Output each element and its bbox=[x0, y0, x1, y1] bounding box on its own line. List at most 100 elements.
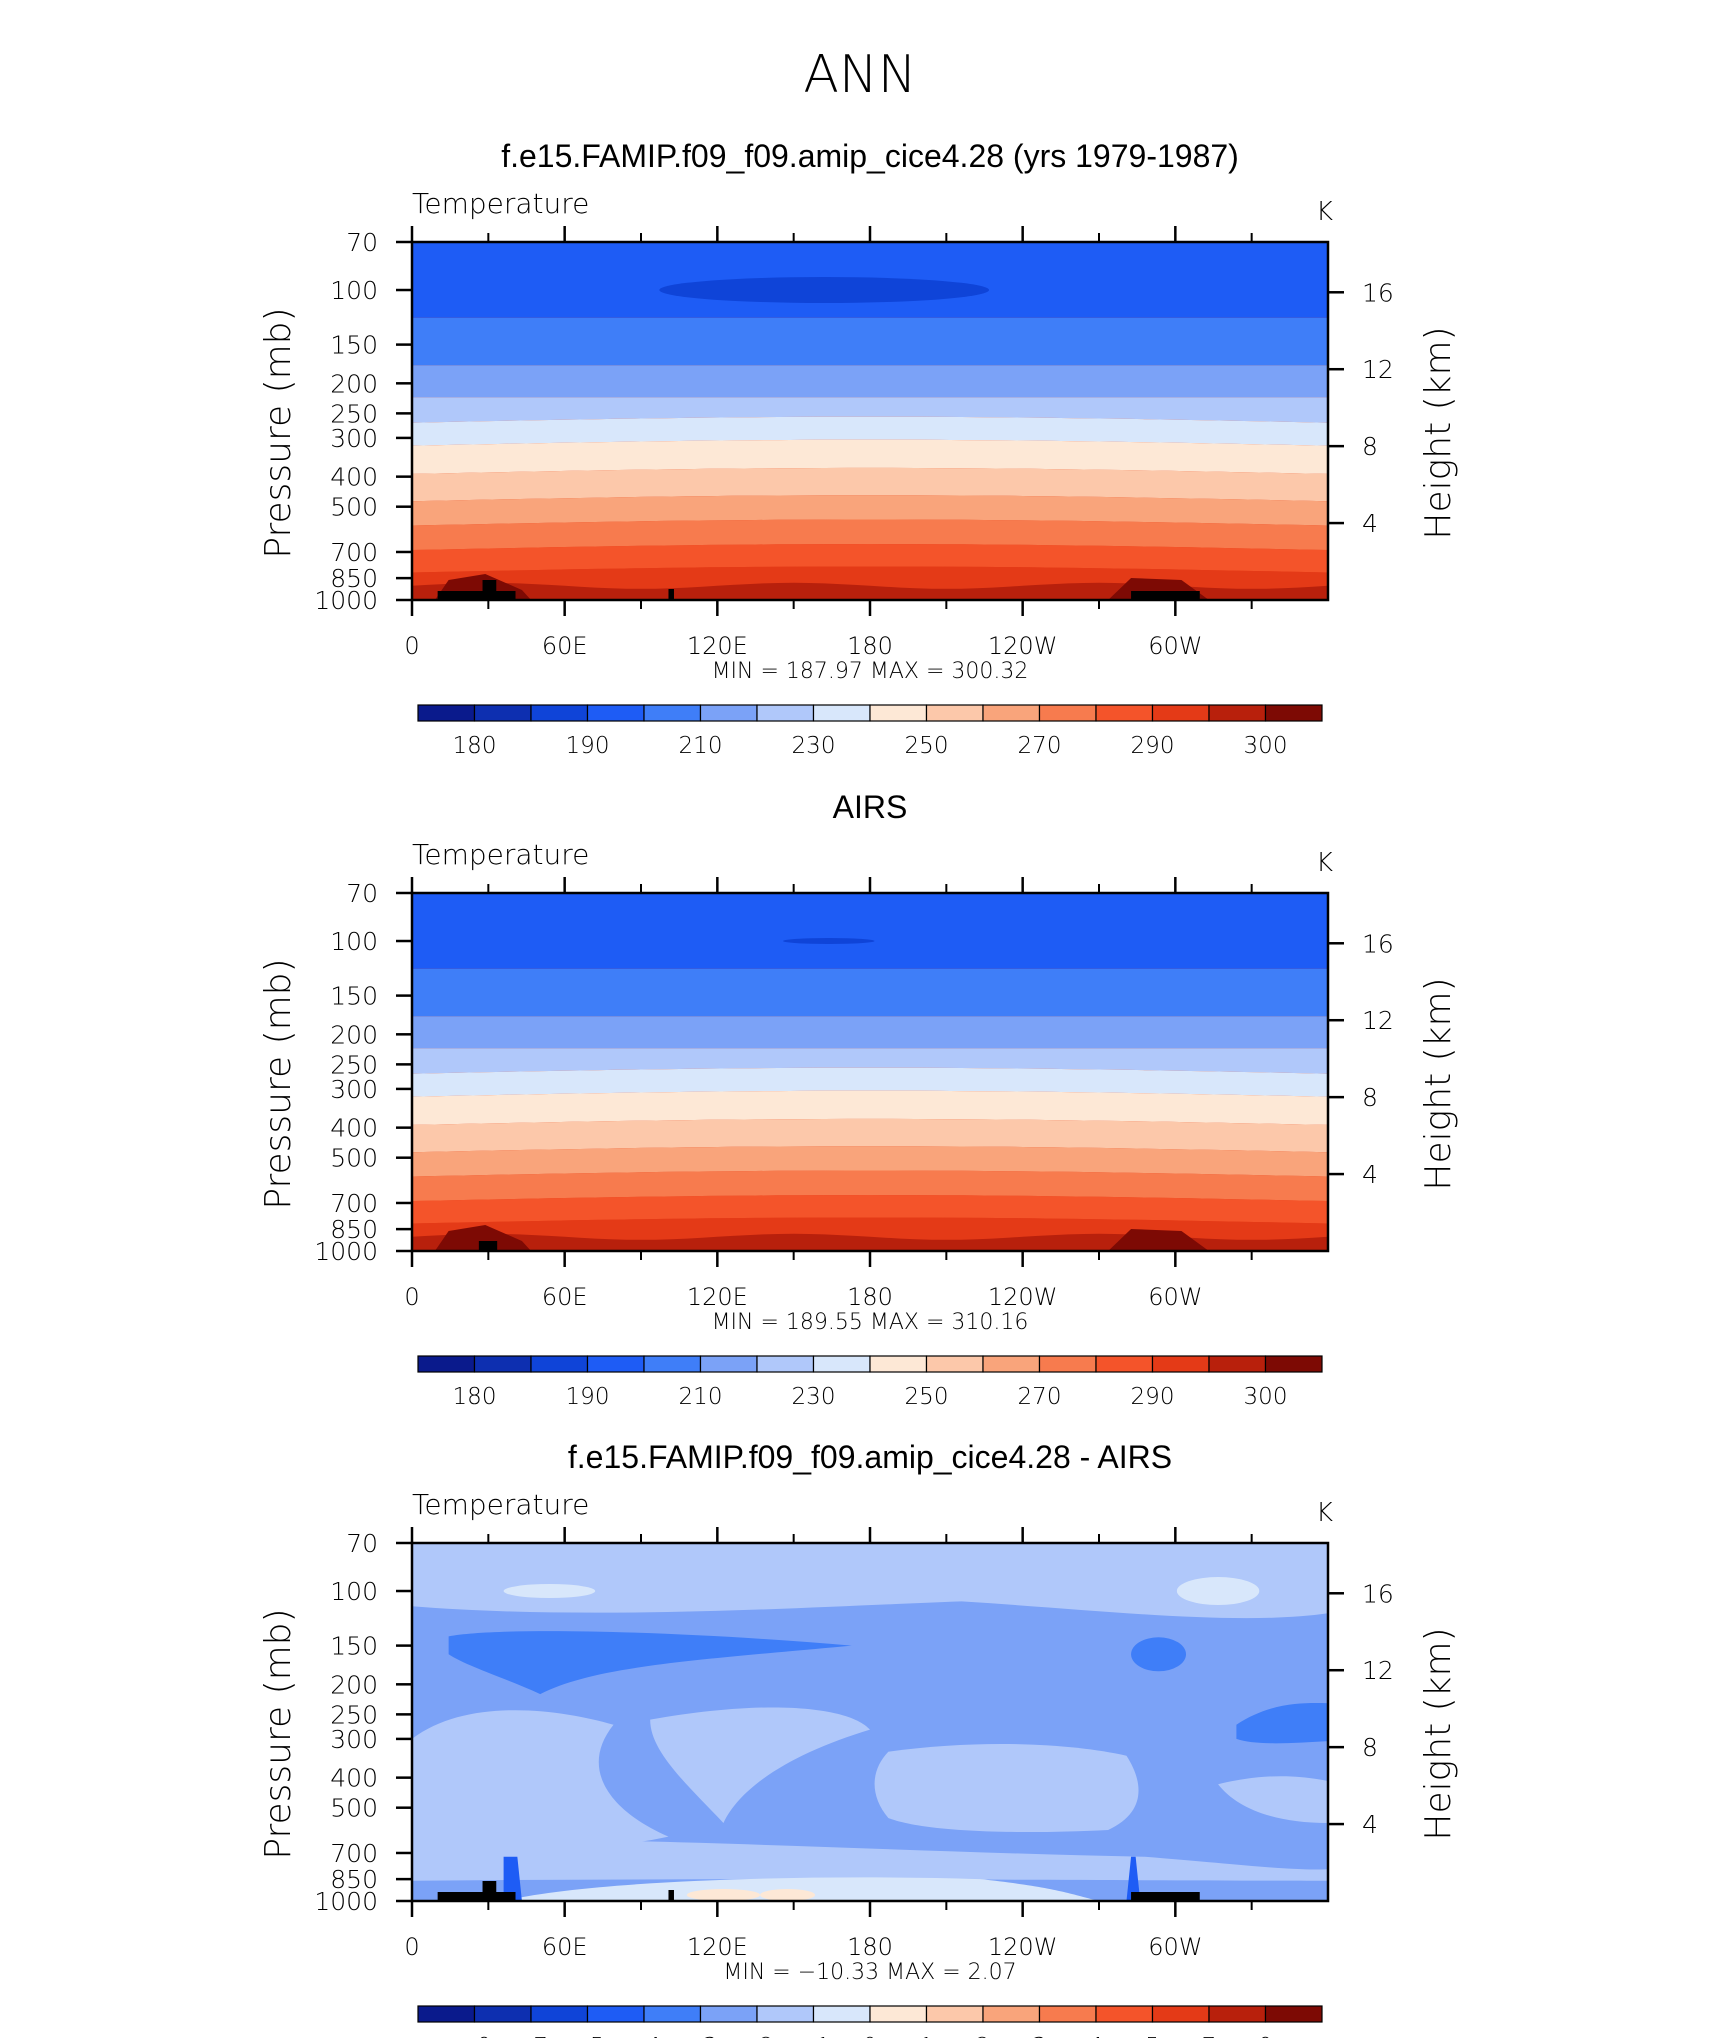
figure-title: ANN bbox=[803, 45, 916, 105]
colorbar-label: −1 bbox=[797, 2034, 831, 2038]
x-tick-label: 60E bbox=[542, 632, 588, 660]
temperature-band bbox=[412, 1118, 1328, 1153]
y-tick-label: 250 bbox=[330, 1700, 378, 1729]
colorbar-label: −4 bbox=[627, 2034, 661, 2038]
temperature-band bbox=[412, 968, 1328, 1017]
colorbar-label: 1 bbox=[919, 2034, 934, 2038]
colorbar-swatch bbox=[869, 704, 928, 722]
colorbar-swatch bbox=[530, 704, 589, 722]
colorbar-label: 300 bbox=[1244, 733, 1288, 759]
x-tick-label: 60W bbox=[1148, 632, 1202, 660]
difference-region bbox=[503, 1584, 596, 1599]
y-right-tick-label: 16 bbox=[1362, 1579, 1394, 1608]
colorbar-swatch bbox=[982, 704, 1041, 722]
colorbar-label: 270 bbox=[1018, 733, 1062, 759]
colorbar-label: 230 bbox=[792, 1384, 836, 1410]
y-tick-label: 1000 bbox=[314, 1237, 378, 1266]
colorbar-swatch bbox=[1038, 704, 1097, 722]
terrain-mask bbox=[668, 589, 674, 600]
panel-units-label: K bbox=[1316, 848, 1333, 878]
temperature-band bbox=[412, 1195, 1328, 1224]
colorbar-swatch bbox=[1208, 704, 1267, 722]
y-tick-label: 100 bbox=[330, 1577, 378, 1606]
y-tick-label: 300 bbox=[330, 1075, 378, 1104]
colorbar-swatch bbox=[1264, 2005, 1323, 2023]
colorbar-label: 230 bbox=[792, 733, 836, 759]
colorbar-swatch bbox=[1264, 704, 1323, 722]
colorbar-label: 250 bbox=[905, 1384, 949, 1410]
x-tick-label: 0 bbox=[404, 632, 419, 660]
difference-region bbox=[1126, 1856, 1141, 1901]
terrain-mask bbox=[1131, 1892, 1200, 1901]
colorbar-swatch bbox=[925, 1355, 984, 1373]
x-tick-label: 60W bbox=[1148, 1933, 1202, 1961]
y-right-axis-label: Height (km) bbox=[1418, 1627, 1459, 1840]
y-tick-label: 700 bbox=[330, 1189, 378, 1218]
y-right-tick-label: 12 bbox=[1362, 1006, 1394, 1035]
colorbar-label: 180 bbox=[453, 733, 497, 759]
y-tick-label: 500 bbox=[330, 1144, 378, 1173]
x-tick-label: 120E bbox=[687, 1933, 748, 1961]
y-right-tick-label: 8 bbox=[1362, 432, 1378, 461]
colorbar-swatch bbox=[530, 1355, 589, 1373]
colorbar-swatch bbox=[1151, 1355, 1210, 1373]
chart-panel-2: AIRS Temperature K 0 60E 120E 180 120W 60W 70 100 1… bbox=[258, 789, 1459, 1410]
colorbar-label: 210 bbox=[679, 733, 723, 759]
temperature-band bbox=[412, 544, 1328, 573]
colorbar-swatch bbox=[812, 704, 871, 722]
colorbar-label: 5 bbox=[1145, 2034, 1160, 2038]
temperature-band bbox=[412, 519, 1328, 550]
colorbar-label: 4 bbox=[1089, 2034, 1104, 2038]
x-tick-label: 120E bbox=[687, 632, 748, 660]
colorbar-swatch bbox=[812, 1355, 871, 1373]
colorbar-label: 7 bbox=[1202, 2034, 1217, 2038]
colorbar-label: 270 bbox=[1018, 1384, 1062, 1410]
colorbar-swatch bbox=[925, 704, 984, 722]
cold-core bbox=[659, 277, 990, 304]
terrain-mask bbox=[437, 591, 516, 600]
min-max-label: MIN = −10.33 MAX = 2.07 bbox=[723, 1960, 1016, 1985]
x-tick-label: 60E bbox=[542, 1283, 588, 1311]
colorbar-label: −7 bbox=[514, 2034, 548, 2038]
y-tick-label: 700 bbox=[330, 538, 378, 567]
contour-field bbox=[412, 1543, 1328, 1901]
difference-region bbox=[1218, 1776, 1328, 1823]
temperature-band bbox=[412, 317, 1328, 366]
temperature-band bbox=[412, 495, 1328, 526]
panel-variable-label: Temperature bbox=[412, 187, 589, 220]
colorbar-swatch bbox=[643, 1355, 702, 1373]
y-right-tick-label: 8 bbox=[1362, 1083, 1378, 1112]
difference-region bbox=[1236, 1703, 1328, 1744]
difference-region bbox=[1131, 1637, 1187, 1672]
terrain-mask bbox=[478, 1241, 498, 1251]
colorbar: 180 190 210 230 250 270 290 300 bbox=[417, 1355, 1323, 1410]
y-tick-label: 100 bbox=[330, 276, 378, 305]
y-tick-label: 250 bbox=[330, 399, 378, 428]
temperature-band bbox=[412, 1016, 1328, 1049]
y-right-tick-label: 8 bbox=[1362, 1733, 1378, 1762]
colorbar-label: 190 bbox=[566, 733, 610, 759]
y-tick-label: 200 bbox=[330, 1020, 378, 1049]
y-tick-label: 300 bbox=[330, 1725, 378, 1754]
colorbar-label: 180 bbox=[453, 1384, 497, 1410]
difference-region bbox=[760, 1889, 816, 1901]
panel-units-label: K bbox=[1316, 1498, 1333, 1528]
panel-units-label: K bbox=[1316, 197, 1333, 227]
y-tick-label: 850 bbox=[330, 564, 378, 593]
colorbar-swatch bbox=[1038, 2005, 1097, 2023]
y-tick-label: 150 bbox=[330, 982, 378, 1011]
temperature-band bbox=[412, 1170, 1328, 1201]
temperature-band bbox=[412, 365, 1328, 398]
y-tick-label: 200 bbox=[330, 369, 378, 398]
panel-title: f.e15.FAMIP.f09_f09.amip_cice4.28 (yrs 1… bbox=[501, 138, 1239, 174]
colorbar-label: 210 bbox=[679, 1384, 723, 1410]
y-tick-label: 70 bbox=[346, 879, 378, 908]
y-tick-label: 1000 bbox=[314, 1887, 378, 1916]
y-tick-label: 150 bbox=[330, 1632, 378, 1661]
colorbar-swatch bbox=[530, 2005, 589, 2023]
temperature-band bbox=[412, 1090, 1328, 1125]
colorbar-swatch bbox=[812, 2005, 871, 2023]
colorbar-label: −2 bbox=[740, 2034, 774, 2038]
x-tick-label: 180 bbox=[847, 1283, 893, 1311]
y-right-axis-label: Height (km) bbox=[1418, 977, 1459, 1190]
